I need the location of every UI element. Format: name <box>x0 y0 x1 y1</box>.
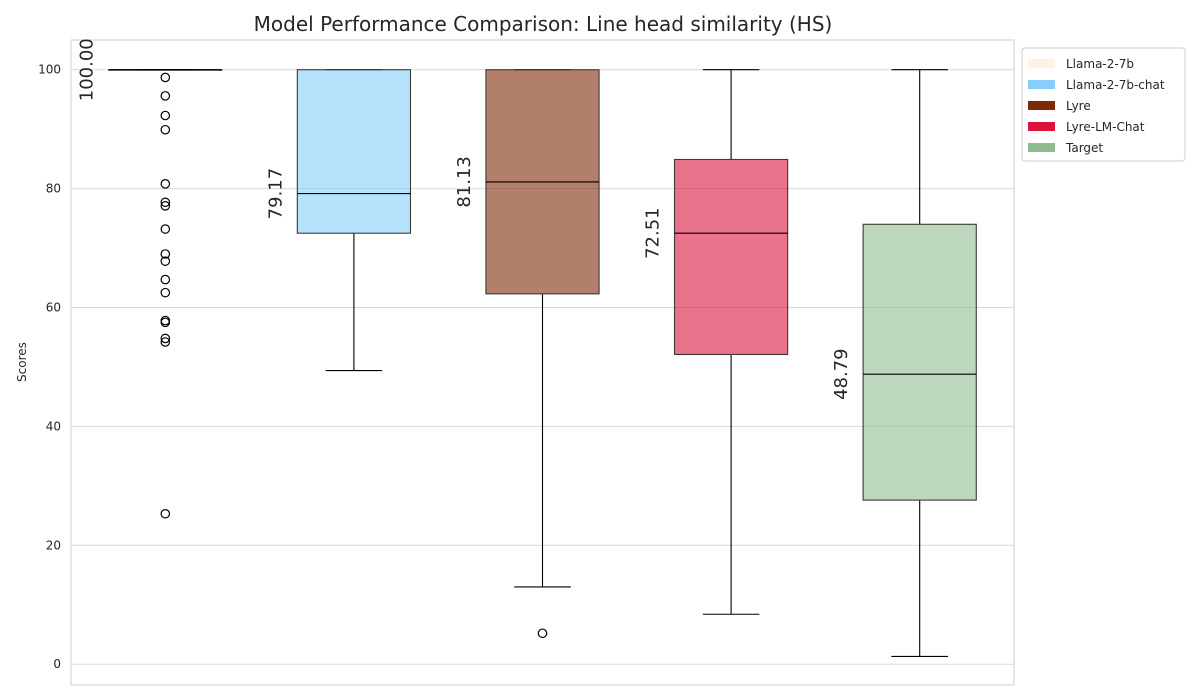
legend-swatch <box>1028 80 1055 89</box>
legend-label: Llama-2-7b <box>1066 57 1134 71</box>
y-tick-label: 100 <box>38 63 61 77</box>
box-lyre: 81.13 <box>454 69 600 639</box>
y-tick-label: 80 <box>46 182 61 196</box>
box-target: 48.79 <box>831 69 977 658</box>
y-axis-label: Scores <box>15 342 29 382</box>
legend-label: Lyre-LM-Chat <box>1066 120 1145 134</box>
legend-label: Lyre <box>1066 99 1091 113</box>
box-llama-2-7b: 100.00 <box>77 38 223 519</box>
outlier-point <box>160 110 171 121</box>
outlier-point <box>537 628 548 639</box>
legend-swatch <box>1028 122 1055 131</box>
legend-frame <box>1021 47 1186 162</box>
plot-frame <box>70 39 1015 686</box>
box-llama-2-7b-chat: 79.17 <box>265 69 412 372</box>
legend: Llama-2-7b Llama-2-7b-chat Lyre Lyre-LM-Cha… <box>1021 47 1186 162</box>
median-value-label: 48.79 <box>831 348 852 400</box>
box-lyre-lm-chat: 72.51 <box>643 69 789 615</box>
y-tick-label: 0 <box>53 657 61 671</box>
legend-swatch <box>1028 59 1055 68</box>
box-layer: 100.00 79.17 81.13 72.51 48.79 <box>77 38 977 658</box>
outlier-point <box>160 287 171 298</box>
chart-title: Model Performance Comparison: Line head … <box>254 12 833 36</box>
box-iqr <box>296 69 412 234</box>
median-value-label: 72.51 <box>643 207 664 259</box>
outlier-point <box>160 201 171 211</box>
median-value-label: 81.13 <box>454 156 475 208</box>
legend-label: Target <box>1065 141 1103 155</box>
legend-label: Llama-2-7b-chat <box>1066 78 1165 92</box>
outlier-point <box>160 317 171 328</box>
outlier-point <box>160 508 171 519</box>
box-iqr <box>673 158 789 356</box>
outlier-point <box>160 249 171 259</box>
outlier-point <box>160 124 171 135</box>
outlier-point <box>160 256 171 266</box>
outlier-point <box>160 333 171 344</box>
legend-swatch <box>1028 143 1055 152</box>
y-tick-label: 40 <box>46 419 61 433</box>
median-value-label: 100.00 <box>77 38 98 101</box>
median-value-label: 79.17 <box>265 168 286 220</box>
legend-swatch <box>1028 101 1055 110</box>
y-tick-label: 20 <box>46 538 61 552</box>
outlier-point <box>160 274 171 285</box>
outlier-point <box>160 72 171 83</box>
y-tick-label: 60 <box>46 301 61 315</box>
box-iqr <box>862 223 977 501</box>
outlier-point <box>160 197 171 208</box>
outlier-point <box>160 224 171 234</box>
outlier-point <box>160 179 171 189</box>
outlier-point <box>160 337 171 347</box>
outlier-point <box>160 91 171 101</box>
